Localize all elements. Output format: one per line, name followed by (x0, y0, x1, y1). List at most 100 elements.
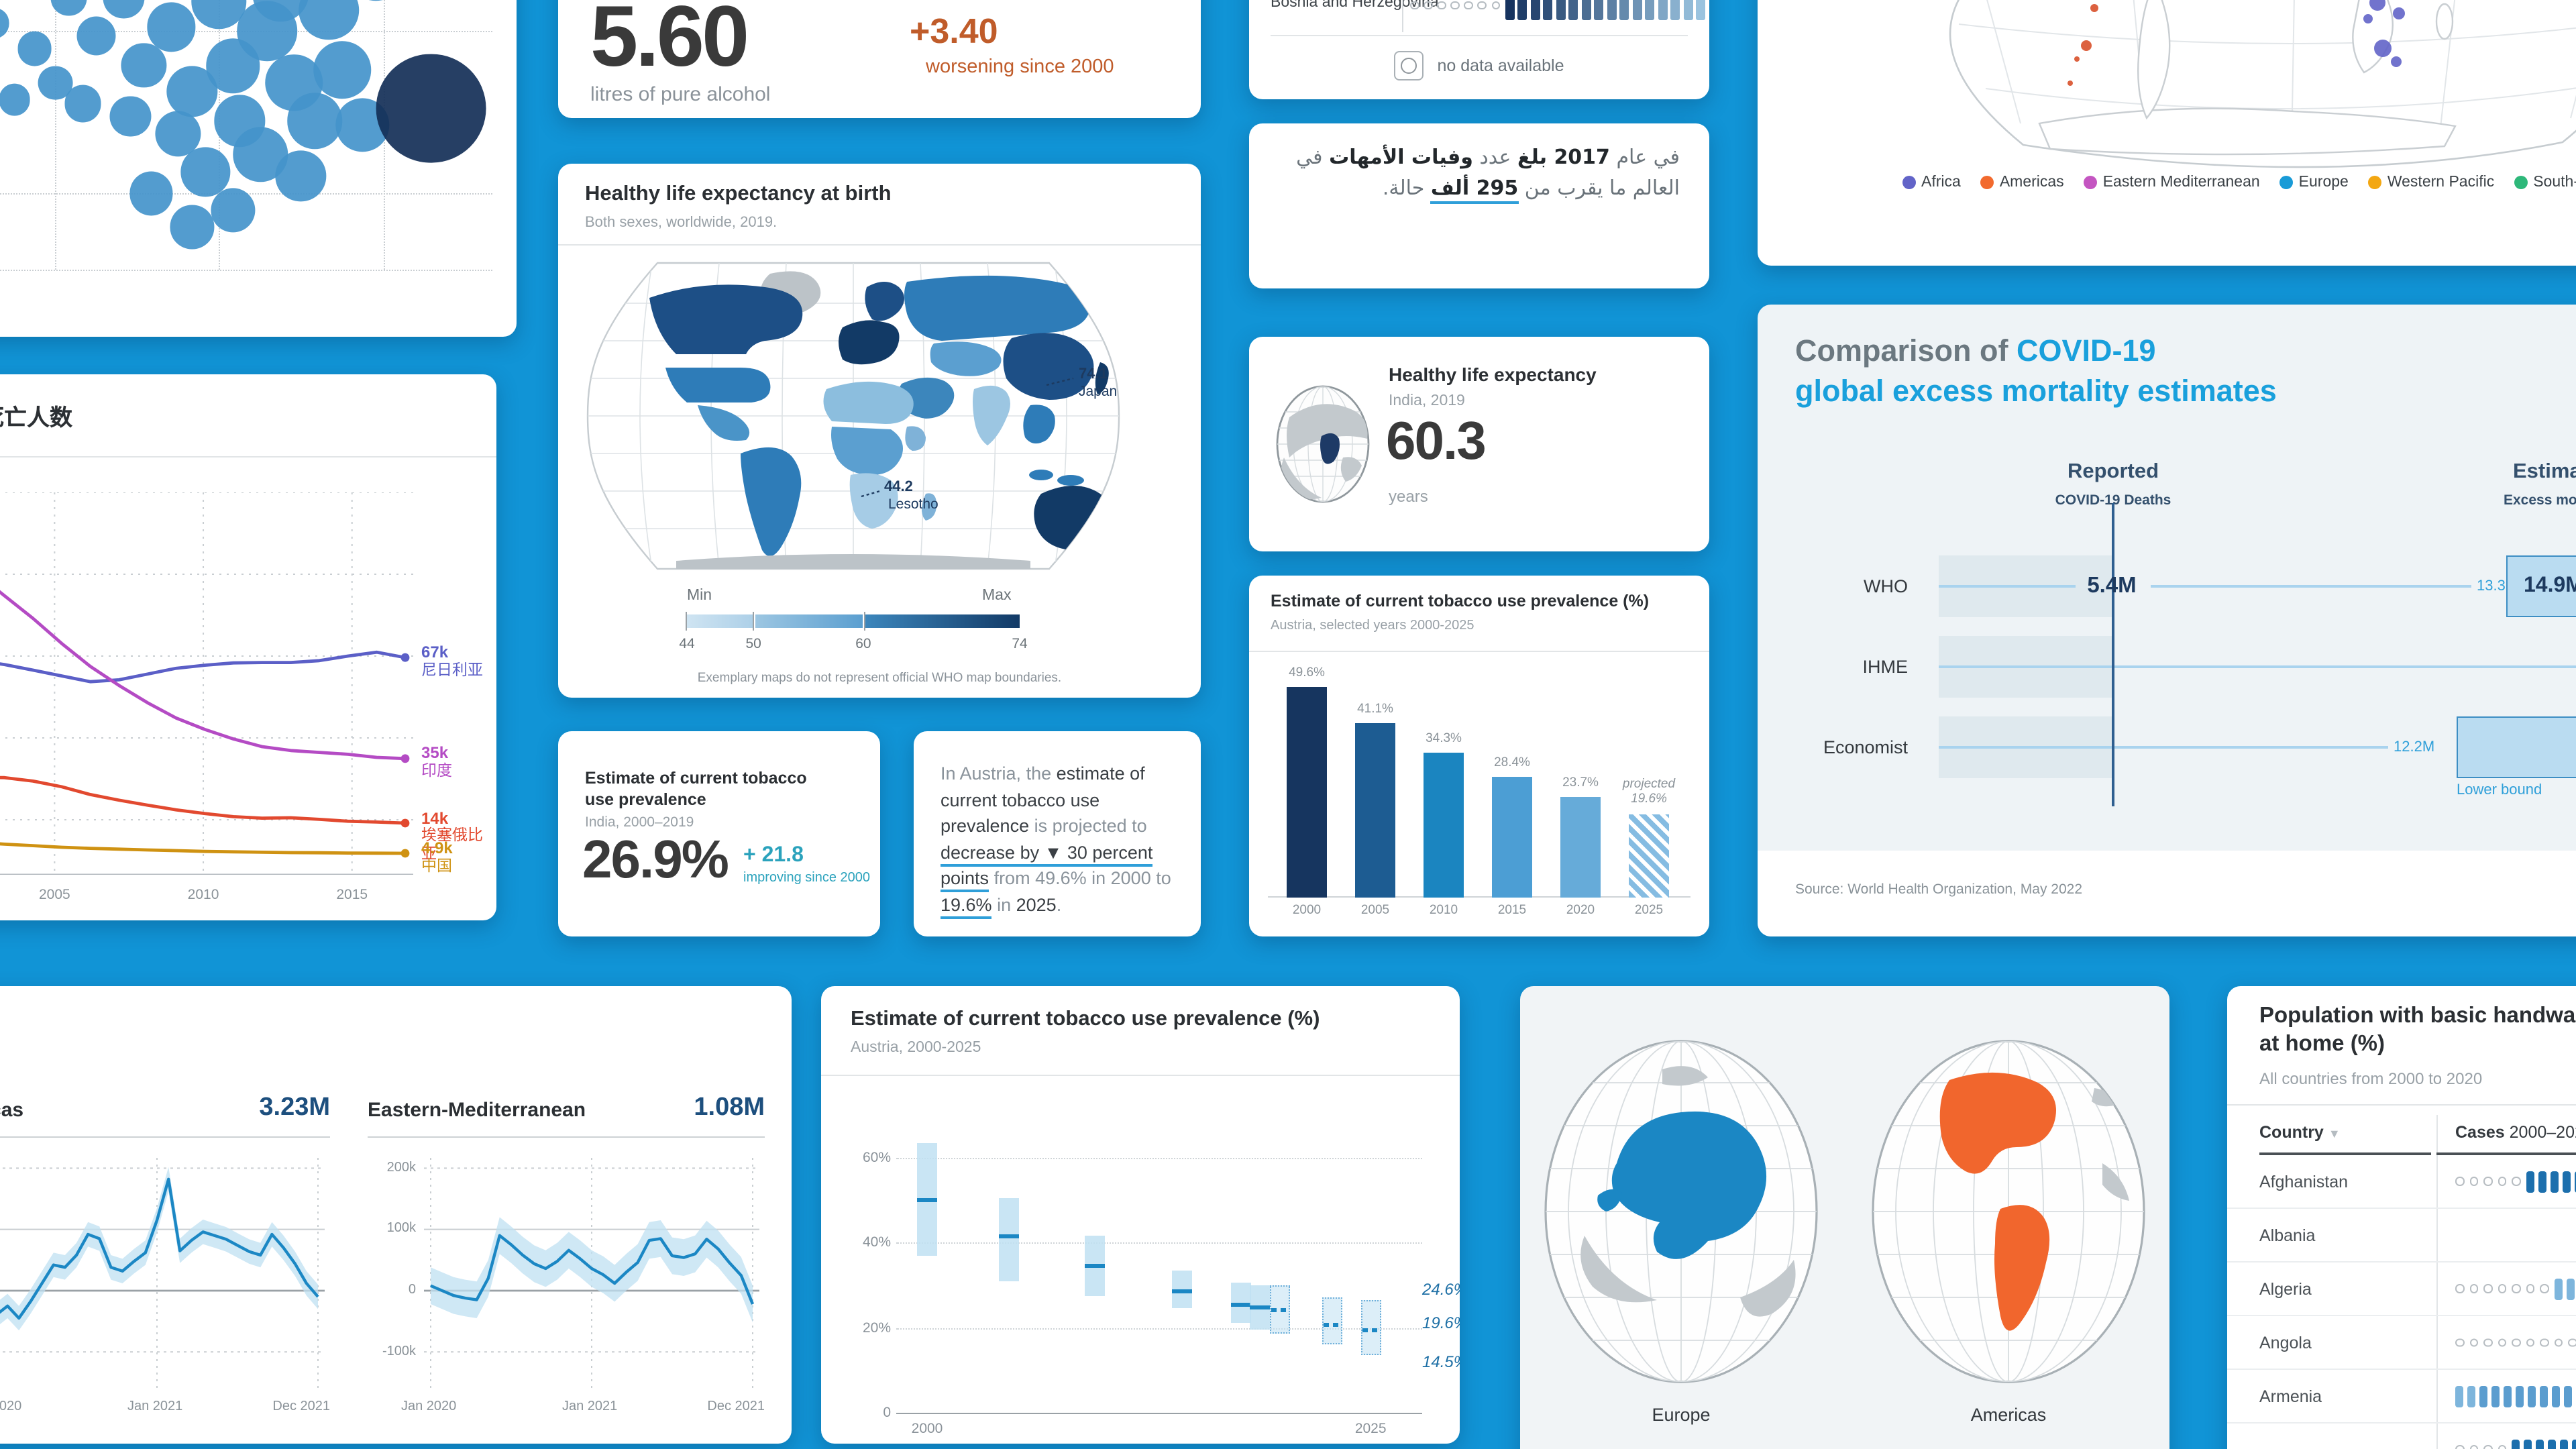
panel-value: 3.23M (259, 1093, 330, 1122)
se-asia (1023, 405, 1055, 444)
scatter-bubble (0, 7, 9, 38)
x-tick-label: 2000 (911, 1421, 943, 1437)
card-title: Estimate of current tobacco use prevalen… (1271, 592, 1650, 610)
south-america (741, 447, 802, 557)
kpi-value: 26.9% (582, 830, 729, 890)
gridline (896, 1157, 1422, 1159)
cases-column-header[interactable]: Cases 2000–2020 ▼ (2455, 1123, 2576, 1142)
europe (839, 320, 900, 365)
spark-bar (2552, 1385, 2560, 1407)
spark-bar (1543, 0, 1553, 20)
range-bar (1360, 1299, 1381, 1356)
table-row[interactable]: Albania (2227, 1209, 2576, 1263)
svg-text:Lesotho: Lesotho (888, 496, 938, 512)
legend-item[interactable]: Eastern Mediterranean (2084, 174, 2260, 191)
table-row[interactable]: Armenia (2227, 1370, 2576, 1424)
empty-dot (2526, 1338, 2534, 1347)
bar (1287, 687, 1327, 898)
cases-sparkline (2455, 1171, 2576, 1192)
range-bar (1085, 1236, 1106, 1296)
estimate-low-label: 12.2M (2394, 739, 2435, 755)
legend-item[interactable]: Western Pacific (2368, 174, 2494, 191)
table-row[interactable] (2227, 1424, 2576, 1449)
tobacco-range-card: Estimate of current tobacco use prevalen… (821, 986, 1460, 1444)
country-column-header[interactable]: Country ▼ (2259, 1123, 2341, 1142)
gridline (896, 1242, 1422, 1244)
handwashing-table-card: Population with basic handwashing facili… (2227, 986, 2576, 1449)
spark-bar (2455, 1385, 2463, 1407)
scatter-bubble (64, 85, 101, 123)
scale-min-label: Min (687, 588, 712, 604)
austria-text-card: In Austria, the estimate of current toba… (914, 731, 1201, 936)
empty-dot (2469, 1445, 2478, 1449)
austria-narrative: In Austria, the estimate of current toba… (941, 761, 1177, 918)
spark-bar (2566, 1278, 2574, 1299)
madagascar (922, 493, 936, 521)
x-tick-label: Dec 2021 (272, 1399, 330, 1414)
table-row[interactable]: Afghanistan (2227, 1155, 2576, 1209)
scatter-bubble (17, 31, 52, 66)
table-row[interactable]: Algeria (2227, 1263, 2576, 1316)
arabic-narrative: في عام 2017 بلغ عدد وفيات الأمهات في الع… (1273, 142, 1680, 204)
scatter-bubble (129, 171, 173, 215)
spark-bar (1619, 0, 1629, 20)
median-tick (1271, 1308, 1289, 1313)
legend-item[interactable]: Americas (1980, 174, 2064, 191)
legend-item[interactable]: Africa (1902, 174, 1961, 191)
hle-map-card: Healthy life expectancy at birth Both se… (558, 164, 1201, 698)
empty-dot (2498, 1177, 2506, 1186)
spark-bar (1607, 0, 1617, 20)
country-cell: Angola (2259, 1333, 2312, 1352)
card-subtitle: Austria, selected years 2000-2025 (1271, 619, 1474, 633)
median-tick (1250, 1305, 1271, 1310)
country-cell: Afghanistan (2259, 1172, 2349, 1191)
spark-bar (1594, 0, 1604, 20)
empty-dot (2469, 1338, 2478, 1347)
kpi-value: 60.3 (1386, 412, 1487, 471)
spark-bar (2524, 1439, 2532, 1449)
bubble-scatter-card (0, 0, 517, 337)
legend-item[interactable]: South-East Asia (2514, 174, 2576, 191)
alcohol-kpi-card: 5.60 +3.40 worsening since 2000 litres o… (558, 0, 1201, 118)
country-cell: Algeria (2259, 1279, 2312, 1298)
legend-label: Eastern Mediterranean (2102, 174, 2260, 191)
svg-text:44.2: 44.2 (884, 478, 913, 494)
bosnia-sparkline (1410, 0, 1709, 21)
empty-dot (2483, 1284, 2492, 1293)
x-tick-label: 2010 (187, 887, 219, 903)
x-tick-label: 2015 (336, 887, 368, 903)
scatter-bubble (170, 205, 214, 250)
reported-value: 5.4M (2087, 574, 2137, 598)
spark-bar (2554, 1278, 2562, 1299)
no-data-row: no data available (1249, 51, 1709, 80)
covid-comparison-card: Comparison of COVID-19 global excess mor… (1758, 305, 2576, 936)
mexico (698, 405, 750, 441)
x-tick-label: Jan 2021 (562, 1399, 618, 1414)
legend-label: Africa (1921, 174, 1961, 191)
sort-icon[interactable]: ▼ (2328, 1127, 2341, 1140)
x-tick-label: Jan 2020 (401, 1399, 457, 1414)
tobacco-kpi-card: Estimate of current tobacco use prevalen… (558, 731, 880, 936)
range-bar (1250, 1285, 1271, 1330)
annotation-label: 14.5% (1422, 1352, 1460, 1371)
median-tick (1085, 1264, 1106, 1269)
kpi-delta: +3.40 (910, 11, 998, 51)
no-data-card: Bosnia and Herzegovina no data available (1249, 0, 1709, 99)
table-row[interactable]: Angola (2227, 1316, 2576, 1370)
bar (1492, 777, 1532, 898)
card-title: Population with basic handwashing facili… (2259, 1004, 2576, 1056)
org-label: IHME (1862, 657, 1909, 677)
empty-dot (2540, 1284, 2548, 1293)
legend-label: South-East Asia (2533, 174, 2576, 191)
spark-bar (2548, 1439, 2556, 1449)
median-tick (1362, 1328, 1380, 1333)
annotation-label: 19.6% (1422, 1313, 1460, 1333)
legend-dot (2279, 176, 2294, 189)
empty-dot (2512, 1338, 2520, 1347)
range-bar (1230, 1283, 1251, 1324)
card-subtitle: India, 2000–2019 (585, 814, 694, 830)
empty-dot (2568, 1338, 2576, 1347)
country-cell: Armenia (2259, 1387, 2322, 1405)
legend-item[interactable]: Europe (2279, 174, 2349, 191)
